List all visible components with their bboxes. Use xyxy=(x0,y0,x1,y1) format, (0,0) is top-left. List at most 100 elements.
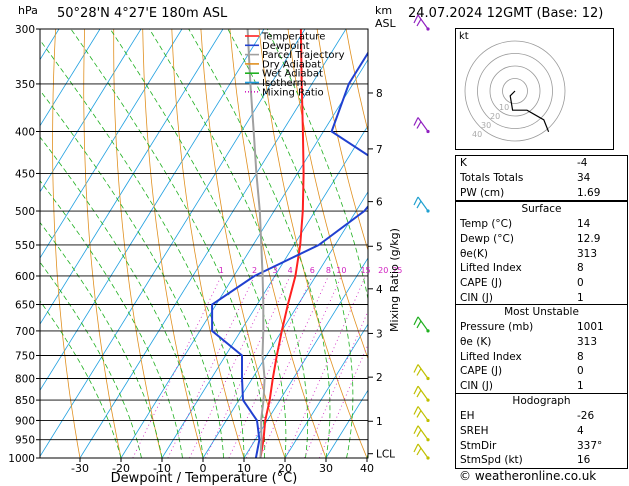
mu-row: Lifted Index 8 xyxy=(460,350,584,363)
legend-label: Mixing Ratio xyxy=(262,87,324,98)
km-tick-label: 1 xyxy=(376,416,383,428)
mixing-ratio-line xyxy=(132,275,222,458)
pressure-tick-label: 850 xyxy=(15,395,35,407)
mixing-ratio-label: 3 xyxy=(273,266,278,275)
temperature-tick-label: 10 xyxy=(237,462,251,475)
surface-row: Lifted Index 8 xyxy=(460,262,584,275)
wind-barb-shaft xyxy=(417,117,429,132)
legend-label: Wet Adiabat xyxy=(262,69,323,80)
mixing-ratio-line xyxy=(205,275,291,458)
mixing-ratio-label: 2 xyxy=(252,266,257,275)
wind-barb-shaft xyxy=(417,316,429,332)
mu-row: CIN (J) 1 xyxy=(460,380,584,393)
mixing-ratio-label: 20 xyxy=(378,266,388,275)
wind-barb-feather xyxy=(413,385,419,395)
index-row-k: K -4 xyxy=(460,157,588,169)
wind-barb-shaft xyxy=(417,364,429,379)
wet-adiabat-line xyxy=(70,29,266,458)
wind-barb-feather xyxy=(416,121,422,129)
wind-barb-feather xyxy=(416,389,422,398)
wind-barb-base xyxy=(426,456,430,460)
hodograph-ring xyxy=(502,78,528,104)
location-title: 50°28'N 4°27'E 180m ASL xyxy=(57,6,228,21)
temperature-tick-label: -10 xyxy=(153,462,171,475)
dry-adiabat-line xyxy=(316,29,368,252)
surface-row: CAPE (J) 0 xyxy=(460,277,584,290)
wet-adiabat-line xyxy=(266,29,368,458)
pressure-tick-label: 900 xyxy=(15,415,35,427)
hodo-row: EH -26 xyxy=(460,410,595,422)
asl-unit-label: ASL xyxy=(375,17,397,30)
indices-panel: K -4 Totals Totals 34 PW (cm) 1.69 xyxy=(455,155,628,202)
km-tick-label: 2 xyxy=(376,372,383,384)
km-tick-label: 3 xyxy=(376,328,383,340)
temperature-tick-label: 0 xyxy=(200,462,207,475)
wind-barb-feather xyxy=(416,320,422,329)
profile-parcel-trajectory xyxy=(246,29,266,458)
pressure-tick-label: 700 xyxy=(15,326,35,338)
isotherm-line xyxy=(40,29,142,193)
legend-label: Parcel Trajectory xyxy=(262,50,345,61)
hodograph-ring xyxy=(477,53,553,129)
profiles xyxy=(211,29,368,458)
isotherm-line xyxy=(243,257,368,458)
mu-row: Pressure (mb) 1001 xyxy=(460,321,604,333)
most-unstable-title: Most Unstable xyxy=(504,306,579,318)
surface-row: Temp (°C) 14 xyxy=(460,218,591,230)
pressure-tick-label: 550 xyxy=(15,240,35,252)
temperature-tick-label: 40 xyxy=(360,462,374,475)
isobars xyxy=(40,29,368,458)
wind-barb-base xyxy=(426,209,430,213)
wind-barb-base xyxy=(426,27,430,31)
wind-barb-feather xyxy=(413,14,419,24)
pressure-tick-label: 800 xyxy=(15,373,35,385)
index-row-pw: PW (cm) 1.69 xyxy=(460,186,601,199)
temperature-tick-label: 20 xyxy=(278,462,292,475)
hodo-row: StmDir 337° xyxy=(460,439,603,452)
wind-barb-base xyxy=(426,418,430,423)
pressure-tick-label: 750 xyxy=(15,350,35,362)
mixing-ratio-label: 4 xyxy=(288,266,293,275)
hodograph-ring xyxy=(489,65,541,117)
hodograph-stats-panel: Hodograph EH -26 SREH 4 StmDir 337° StmSpd … xyxy=(455,393,628,470)
wind-barb-feather xyxy=(416,410,422,418)
pressure-tick-label: 950 xyxy=(15,435,35,447)
mixing-ratio-line xyxy=(285,275,366,458)
mixing-ratio-labels: 1 2 3 4 6 8 10 15 20 25 xyxy=(219,266,403,275)
km-tick-label: 4 xyxy=(376,284,383,296)
isotherm-line xyxy=(40,29,101,127)
km-unit-label: km xyxy=(375,4,392,17)
wind-barb-feather xyxy=(413,425,419,434)
wind-barb-base xyxy=(426,129,430,134)
wet-adiabat-line xyxy=(40,39,245,458)
wind-barb-feather xyxy=(416,368,422,376)
x-axis-title: Dewpoint / Temperature (°C) xyxy=(111,471,298,486)
profile-temperature xyxy=(259,29,305,458)
index-row-totals: Totals Totals 34 xyxy=(460,171,591,184)
pressure-tick-label: 450 xyxy=(15,168,35,180)
wind-barb-base xyxy=(426,438,430,442)
km-tick-label: 7 xyxy=(376,144,383,156)
isotherm-line xyxy=(40,29,265,392)
most-unstable-panel: Most Unstable Pressure (mb) 1001 θe (K) 31… xyxy=(455,304,628,395)
surface-title: Surface xyxy=(521,203,562,215)
wind-barb-base xyxy=(426,329,430,333)
wind-barb-feather xyxy=(413,406,419,415)
mixing-ratio-line xyxy=(318,343,368,458)
wind-barb-feather xyxy=(413,117,419,126)
mixing-ratio-line xyxy=(228,275,313,458)
wind-barb-shaft xyxy=(417,196,429,212)
mixing-ratio-label: 15 xyxy=(360,266,370,275)
isotherm-line xyxy=(120,58,368,458)
temperature-tick-label: -20 xyxy=(112,462,130,475)
mixing-ratio-label: 1 xyxy=(219,266,224,275)
credit-text[interactable]: © weatheronline.co.uk xyxy=(459,469,597,483)
legend-label: Temperature xyxy=(261,32,325,43)
wind-barb-feather xyxy=(413,364,419,373)
pressure-tick-label: 350 xyxy=(15,79,35,91)
temperature-axis: -30 -20 -10 0 10 20 30 40 xyxy=(71,458,374,475)
